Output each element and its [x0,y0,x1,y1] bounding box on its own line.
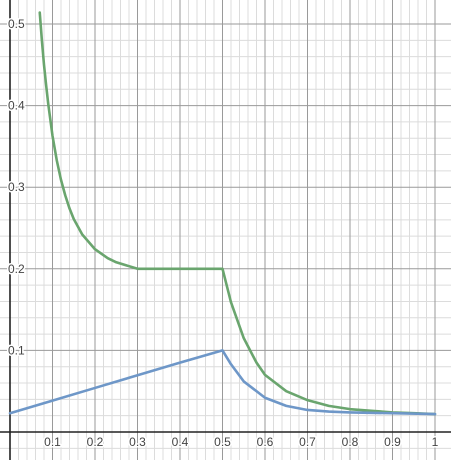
y-tick-label: 0.1 [8,343,25,357]
x-tick-label: 0.6 [257,435,274,449]
x-tick-label: 0.8 [342,435,359,449]
x-tick-label: 0.9 [384,435,401,449]
tick-labels: 0.1 0.2 0.3 0.4 0.5 0.6 0.7 0.8 0.9 1 0.1 0.2 0.3 0.4… [7,16,441,451]
y-tick-label: 0.5 [8,17,25,31]
y-tick-label: 0.4 [8,99,25,113]
x-tick-label: 0.4 [172,435,189,449]
curves [8,11,437,416]
x-tick-label: 1 [432,435,439,449]
series-line-1 [38,11,437,416]
x-tick-label: 0.1 [44,435,61,449]
y-tick-label: 0.2 [8,262,25,276]
x-tick-label: 0.5 [214,435,231,449]
x-tick-label: 0.2 [87,435,104,449]
x-tick-label: 0.3 [129,435,146,449]
y-tick-label: 0.3 [8,180,25,194]
series-line-2 [8,349,437,416]
x-tick-label: 0.7 [299,435,316,449]
